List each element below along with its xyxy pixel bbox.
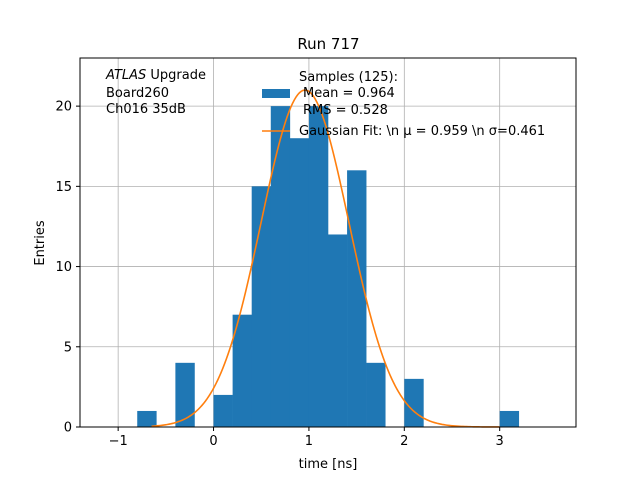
x-tick-label: −1: [109, 434, 128, 449]
histogram-bar: [499, 410, 520, 427]
annotation-line: ATLAS Upgrade: [105, 68, 206, 83]
y-tick-label: 10: [55, 260, 72, 275]
legend-hist-label: RMS = 0.528: [303, 103, 388, 118]
legend: Samples (125):Mean = 0.964 RMS = 0.528 Gau…: [262, 70, 545, 139]
chart-title: Run 717: [297, 35, 359, 53]
histogram-bar: [137, 410, 157, 427]
legend-fit-label: Gaussian Fit: \n μ = 0.959 \n σ=0.461: [299, 124, 545, 139]
histogram-bar: [289, 138, 310, 427]
histogram-bar: [404, 378, 424, 427]
histogram-bars: [137, 106, 520, 427]
axis-ticks: −1 0 1 2 3 0 5 10 15 20: [55, 100, 503, 449]
histogram-bar: [328, 234, 348, 427]
x-axis-label: time [ns]: [299, 457, 358, 472]
histogram-bar: [175, 362, 195, 427]
legend-hist-label: Mean = 0.964: [303, 86, 395, 101]
x-tick-label: 3: [496, 434, 504, 449]
fit-curve: [151, 89, 500, 428]
gaussian-fit: [151, 89, 500, 428]
plot-frame: [79, 57, 577, 428]
x-tick-label: 1: [305, 434, 313, 449]
y-tick-label: 5: [64, 340, 72, 355]
histogram-bar: [213, 394, 233, 427]
atlas-annotation: ATLAS Upgrade Board260 Ch016 35dB: [105, 68, 206, 117]
annotation-line: Ch016 35dB: [106, 102, 186, 117]
legend-hist-swatch: [262, 89, 290, 98]
legend-hist-label: Samples (125):: [299, 70, 398, 85]
y-tick-label: 15: [55, 180, 72, 195]
histogram-bar: [232, 314, 252, 427]
x-tick-label: 2: [400, 434, 408, 449]
annotation-line: Board260: [106, 86, 169, 101]
x-tick-label: 0: [209, 434, 217, 449]
y-tick-label: 0: [64, 421, 72, 436]
histogram-bar: [347, 170, 367, 427]
histogram-bar: [308, 106, 329, 427]
histogram-bar: [366, 362, 386, 427]
y-tick-label: 20: [55, 100, 72, 115]
histogram-bar: [270, 106, 291, 427]
y-axis-label: Entries: [33, 220, 48, 266]
